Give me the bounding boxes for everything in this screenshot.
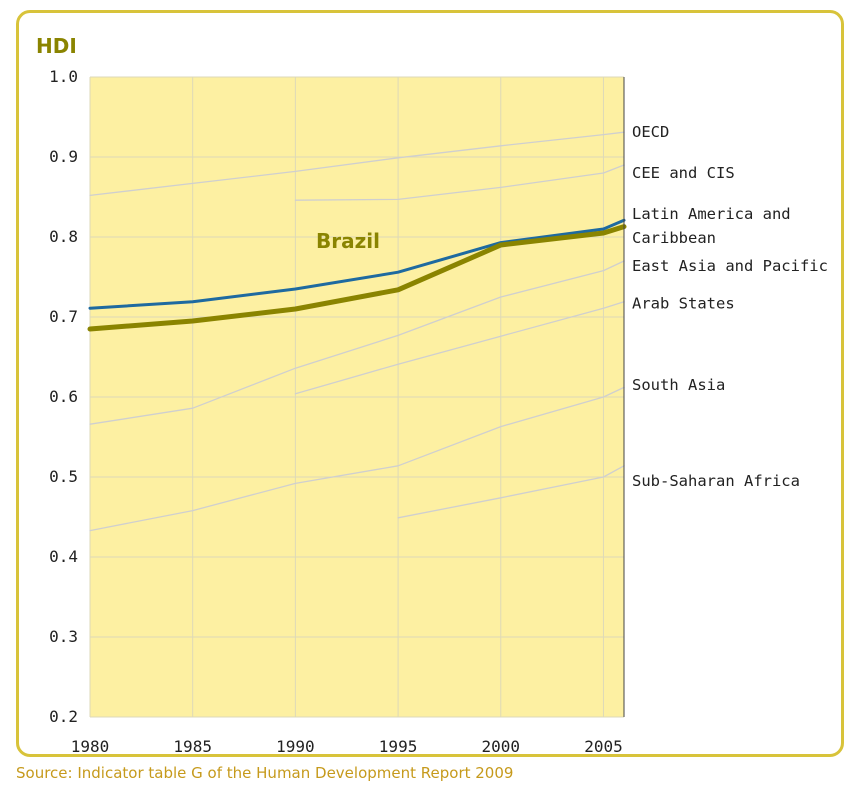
y-tick-label: 0.4 <box>49 547 78 566</box>
y-tick-label: 0.2 <box>49 707 78 726</box>
x-tick-label: 2000 <box>482 737 521 756</box>
brazil-label: Brazil <box>316 229 380 253</box>
y-tick-labels: 0.2 0.3 0.4 0.5 0.6 0.7 0.8 0.9 1.0 <box>49 67 78 726</box>
x-tick-label: 1980 <box>71 737 110 756</box>
series-label: Sub-Saharan Africa <box>632 472 800 490</box>
y-tick-label: 0.7 <box>49 307 78 326</box>
series-labels: OECD CEE and CIS Latin America and Caribbea… <box>632 123 828 490</box>
series-label: Arab States <box>632 294 735 312</box>
x-tick-labels: 1980 1985 1990 1995 2000 2005 <box>71 737 623 756</box>
y-axis-label: HDI <box>36 34 77 58</box>
y-tick-label: 1.0 <box>49 67 78 86</box>
series-label: Caribbean <box>632 229 716 247</box>
series-label: South Asia <box>632 376 725 394</box>
series-label: OECD <box>632 123 669 141</box>
series-label: CEE and CIS <box>632 164 735 182</box>
x-tick-label: 1985 <box>173 737 212 756</box>
y-tick-label: 0.5 <box>49 467 78 486</box>
source-note: Source: Indicator table G of the Human D… <box>16 764 513 782</box>
y-tick-label: 0.3 <box>49 627 78 646</box>
y-tick-label: 0.9 <box>49 147 78 166</box>
x-tick-label: 1990 <box>276 737 315 756</box>
y-tick-label: 0.6 <box>49 387 78 406</box>
series-label: East Asia and Pacific <box>632 257 828 275</box>
series-label: Latin America and <box>632 205 791 223</box>
hdi-line-chart: 0.2 0.3 0.4 0.5 0.6 0.7 0.8 0.9 1.0 1980 1985 1990… <box>0 0 849 760</box>
x-tick-label: 1995 <box>379 737 418 756</box>
x-tick-label: 2005 <box>584 737 623 756</box>
y-tick-label: 0.8 <box>49 227 78 246</box>
